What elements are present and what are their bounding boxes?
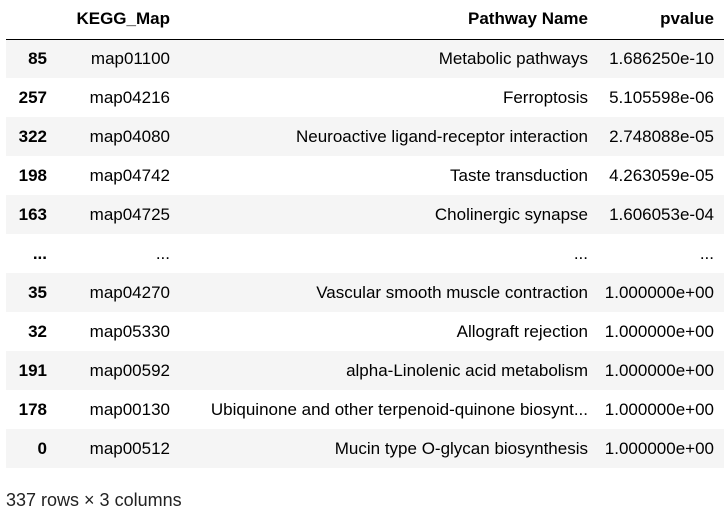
cell-kegg-map: map00130 [89,399,170,419]
row-index: 191 [18,360,47,380]
cell-pathway-name: Cholinergic synapse [434,204,588,224]
cell-pathway-name: Allograft rejection [456,321,588,341]
cell-pvalue: 1.000000e+00 [604,360,714,380]
table-row: 35 map04270 Vascular smooth muscle contrac… [6,273,724,312]
row-index: 198 [18,165,47,185]
row-index: 178 [18,399,47,419]
cell-pathway-name: Neuroactive ligand-receptor interaction [296,126,588,146]
cell-kegg-map: map04725 [89,204,170,224]
cell-pathway-name: Ferroptosis [502,87,588,107]
row-index: 322 [18,126,47,146]
cell-kegg-map: map04216 [89,87,170,107]
row-index: ... [32,243,47,263]
cell-pvalue: 1.000000e+00 [604,399,714,419]
cell-pvalue: 1.000000e+00 [604,321,714,341]
cell-kegg-map: map00592 [89,360,170,380]
dataframe-table: KEGG_Map Pathway Name pvalue 85 map01100 M… [6,0,724,468]
row-index: 85 [28,48,47,68]
row-index: 257 [18,87,47,107]
cell-pvalue: 1.000000e+00 [604,282,714,302]
cell-pvalue: 5.105598e-06 [609,87,714,107]
table-header: KEGG_Map Pathway Name pvalue [6,0,724,40]
table-row: ............ [6,234,724,273]
row-index: 163 [18,204,47,224]
table-row: 191 map00592 alpha-Linolenic acid metaboli… [6,351,724,390]
table-body: 85 map01100 Metabolic pathways 1.686250e-10… [6,39,724,468]
cell-kegg-map: map04270 [89,282,170,302]
cell-pvalue: 1.000000e+00 [604,438,714,458]
cell-pvalue: 4.263059e-05 [609,165,714,185]
table-row: 322 map04080 Neuroactive ligand-receptor i… [6,117,724,156]
header-pathway-name: Pathway Name [180,0,598,40]
shape-note: 337 rows × 3 columns [6,490,182,510]
row-index: 32 [28,321,47,341]
cell-pathway-name: ... [573,243,588,263]
header-kegg-map: KEGG_Map [58,0,180,40]
table-row: 257 map04216 Ferroptosis 5.105598e-06 [6,78,724,117]
cell-pvalue: 1.606053e-04 [609,204,714,224]
table-row: 0 map00512 Mucin type O-glycan biosynthesi… [6,429,724,468]
table-row: 85 map01100 Metabolic pathways 1.686250e-10 [6,39,724,78]
table-row: 163 map04725 Cholinergic synapse 1.606053e-… [6,195,724,234]
cell-pathway-name: Mucin type O-glycan biosynthesis [334,438,588,458]
header-index [6,0,58,40]
table-row: 32 map05330 Allograft rejection 1.000000e+0… [6,312,724,351]
header-row: KEGG_Map Pathway Name pvalue [6,0,724,40]
row-index: 35 [28,282,47,302]
cell-kegg-map: map01100 [90,48,170,68]
cell-pathway-name: Taste transduction [450,165,588,185]
cell-kegg-map: map04080 [89,126,170,146]
cell-pvalue: ... [699,243,714,263]
table-row: 198 map04742 Taste transduction 4.263059e-0… [6,156,724,195]
cell-pathway-name: Vascular smooth muscle contraction [316,282,588,302]
cell-pathway-name: Metabolic pathways [438,48,588,68]
cell-pathway-name: Ubiquinone and other terpenoid-quinone b… [210,399,588,419]
cell-pathway-name: alpha-Linolenic acid metabolism [346,360,588,380]
cell-pvalue: 2.748088e-05 [609,126,714,146]
cell-kegg-map: map00512 [89,438,170,458]
row-index: 0 [37,438,47,458]
table-row: 178 map00130 Ubiquinone and other terpenoi… [6,390,724,429]
cell-kegg-map: map05330 [89,321,170,341]
cell-kegg-map: map04742 [89,165,170,185]
cell-pvalue: 1.686250e-10 [609,48,714,68]
cell-kegg-map: ... [155,243,170,263]
header-pvalue: pvalue [598,0,724,40]
